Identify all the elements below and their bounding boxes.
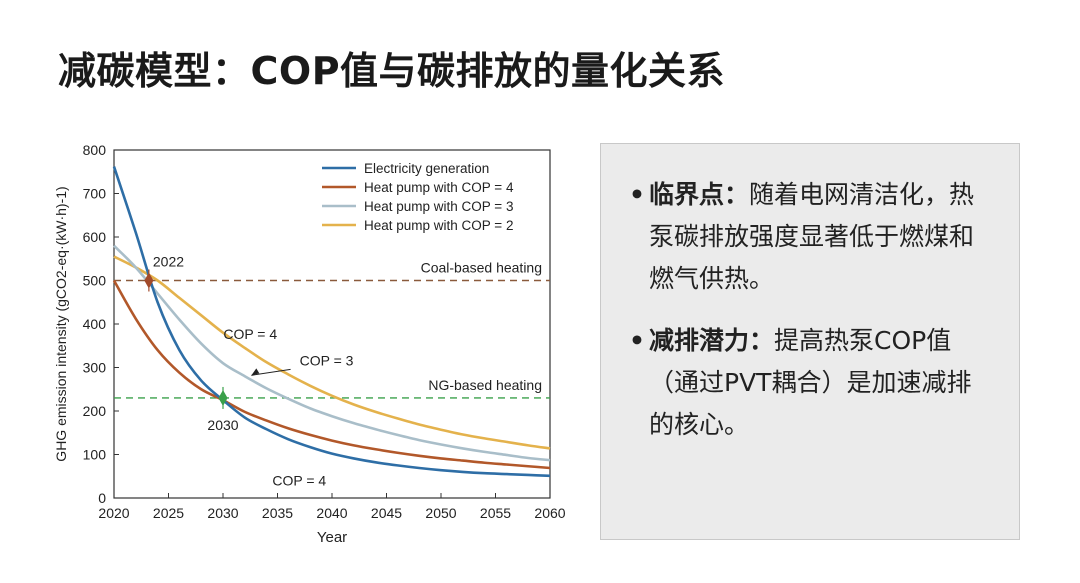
marker-label: 2030 [207,417,238,433]
marker-point [218,389,228,406]
x-tick-label: 2020 [98,505,129,521]
y-tick-label: 200 [83,403,107,419]
annotation-label: COP = 4 [223,326,277,342]
marker-label: 2022 [153,254,184,270]
series-line [113,244,551,462]
emission-chart-svg: 2020 2025 2030 2035 2040 2045 2050 2055 2060 0 100… [53,142,566,546]
x-tick-label: 2045 [371,505,402,521]
legend-label: Heat pump with COP = 2 [364,218,513,233]
note-text: 减排潜力：提高热泵COP值（通过PVT耦合）是加速减排的核心。 [629,320,994,446]
marker-point [144,272,154,289]
emission-chart: 2020 2025 2030 2035 2040 2045 2050 2055 2060 0 100… [40,138,580,558]
note-key: 减排潜力： [649,326,775,355]
note-body: 提高热泵COP值（通过PVT耦合）是加速减排的核心。 [649,326,972,439]
y-tick-label: 0 [98,490,106,506]
legend-label: Electricity generation [364,161,489,176]
bullet-dot: • [629,180,645,209]
note-key: 临界点： [649,180,750,209]
legend-label: Heat pump with COP = 3 [364,199,513,214]
y-axis-label: GHG emission intensity (gCO2-eq·(kW·h)-1… [53,186,69,461]
x-tick-label: 2050 [425,505,456,521]
y-tick-label: 100 [83,447,107,463]
series-line [112,166,551,478]
note-text: 临界点：随着电网清洁化，热泵碳排放强度显著低于燃煤和燃气供热。 [629,174,994,300]
x-tick-label: 2035 [262,505,293,521]
annotation-label: COP = 3 [300,352,354,368]
note-item: • 临界点：随着电网清洁化，热泵碳排放强度显著低于燃煤和燃气供热。 [629,174,994,300]
y-tick-label: 600 [83,229,107,245]
x-axis-label: Year [317,529,347,546]
series-line [113,255,551,450]
reference-line-label: NG-based heating [428,377,542,393]
y-tick-label: 800 [83,142,107,158]
legend-label: Heat pump with COP = 4 [364,180,514,195]
x-tick-label: 2025 [153,505,184,521]
y-tick-label: 500 [83,273,107,289]
notes-panel: • 临界点：随着电网清洁化，热泵碳排放强度显著低于燃煤和燃气供热。 • 减排潜力… [600,143,1020,540]
slide-title: 减碳模型：COP值与碳排放的量化关系 [58,49,726,93]
bullet-dot: • [629,326,645,355]
annotation-arrow [251,368,291,376]
y-tick-label: 300 [83,360,107,376]
x-tick-label: 2060 [534,505,565,521]
x-tick-label: 2055 [480,505,511,521]
y-tick-label: 700 [83,186,107,202]
annotation-arrowhead [251,368,260,376]
annotation-label: COP = 4 [272,472,326,488]
note-body: 随着电网清洁化，热泵碳排放强度显著低于燃煤和燃气供热。 [649,180,975,293]
note-item: • 减排潜力：提高热泵COP值（通过PVT耦合）是加速减排的核心。 [629,320,994,446]
reference-line-label: Coal-based heating [421,260,542,276]
y-tick-label: 400 [83,316,107,332]
x-tick-label: 2030 [207,505,238,521]
series-line [112,279,551,470]
x-tick-label: 2040 [316,505,347,521]
